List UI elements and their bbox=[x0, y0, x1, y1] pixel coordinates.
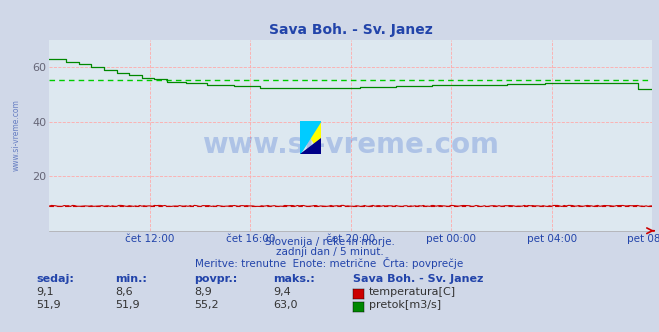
Text: 51,9: 51,9 bbox=[36, 300, 61, 310]
Polygon shape bbox=[300, 121, 321, 154]
Text: 55,2: 55,2 bbox=[194, 300, 219, 310]
Text: 8,9: 8,9 bbox=[194, 287, 212, 297]
Polygon shape bbox=[300, 138, 321, 154]
Text: temperatura[C]: temperatura[C] bbox=[369, 287, 456, 297]
Text: 8,6: 8,6 bbox=[115, 287, 133, 297]
Text: pretok[m3/s]: pretok[m3/s] bbox=[369, 300, 441, 310]
Text: www.si-vreme.com: www.si-vreme.com bbox=[202, 131, 500, 159]
Text: 51,9: 51,9 bbox=[115, 300, 140, 310]
Text: 63,0: 63,0 bbox=[273, 300, 298, 310]
Text: zadnji dan / 5 minut.: zadnji dan / 5 minut. bbox=[275, 247, 384, 257]
Text: Sava Boh. - Sv. Janez: Sava Boh. - Sv. Janez bbox=[353, 274, 483, 284]
Text: min.:: min.: bbox=[115, 274, 147, 284]
Text: Meritve: trenutne  Enote: metrične  Črta: povprečje: Meritve: trenutne Enote: metrične Črta: … bbox=[195, 257, 464, 269]
Text: 9,1: 9,1 bbox=[36, 287, 54, 297]
Text: Slovenija / reke in morje.: Slovenija / reke in morje. bbox=[264, 237, 395, 247]
Text: www.si-vreme.com: www.si-vreme.com bbox=[12, 99, 21, 171]
Polygon shape bbox=[300, 121, 321, 154]
Text: maks.:: maks.: bbox=[273, 274, 315, 284]
Title: Sava Boh. - Sv. Janez: Sava Boh. - Sv. Janez bbox=[269, 23, 433, 37]
Text: 9,4: 9,4 bbox=[273, 287, 291, 297]
Text: povpr.:: povpr.: bbox=[194, 274, 238, 284]
Text: sedaj:: sedaj: bbox=[36, 274, 74, 284]
